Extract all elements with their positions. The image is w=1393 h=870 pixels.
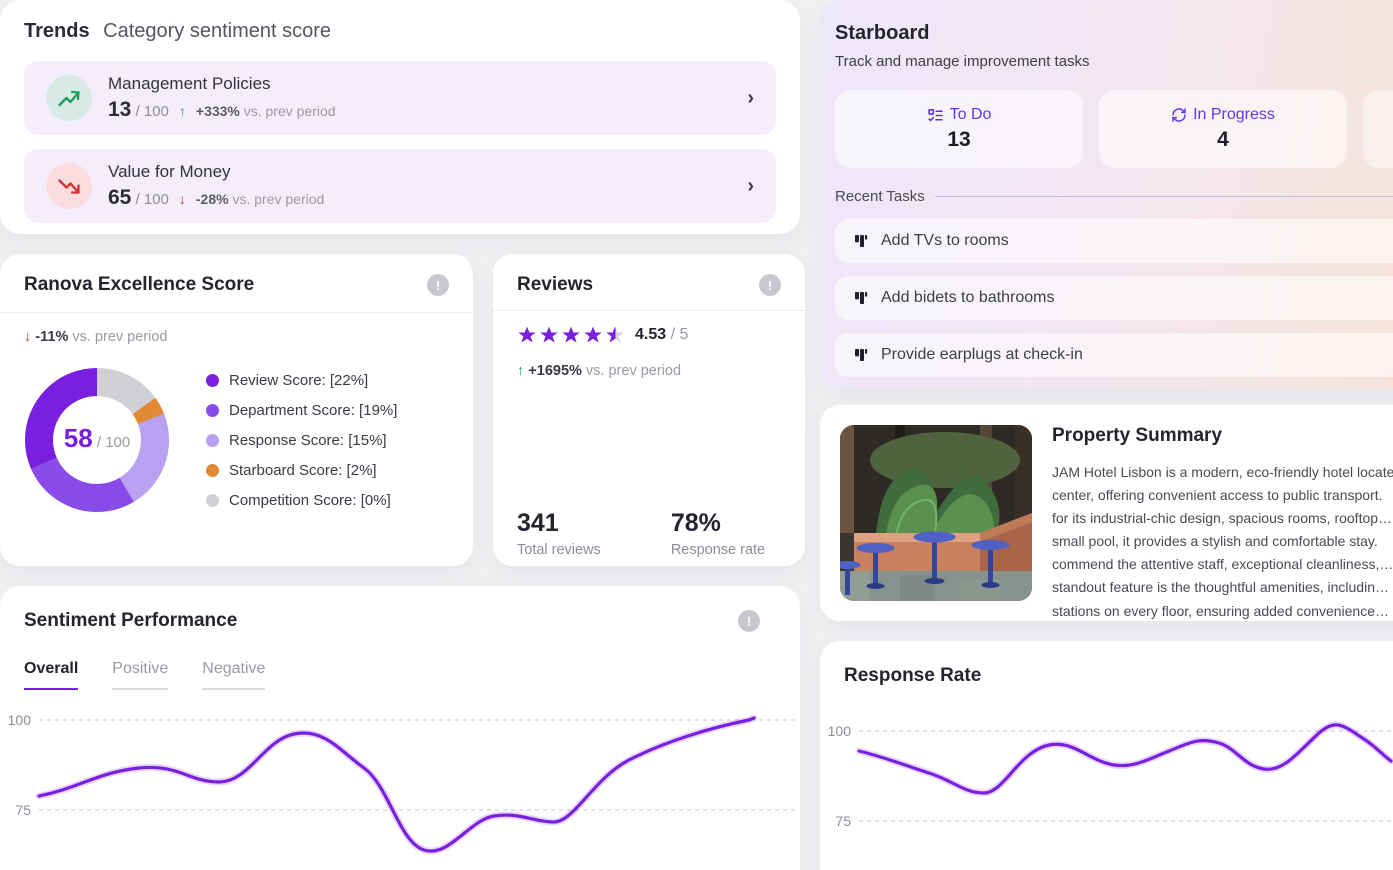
svg-text:100: 100 (8, 712, 32, 728)
svg-text:75: 75 (835, 813, 851, 829)
svg-text:100: 100 (828, 723, 852, 739)
svg-text:58 / 100: 58 / 100 (64, 423, 130, 453)
svg-text:75: 75 (15, 802, 31, 818)
